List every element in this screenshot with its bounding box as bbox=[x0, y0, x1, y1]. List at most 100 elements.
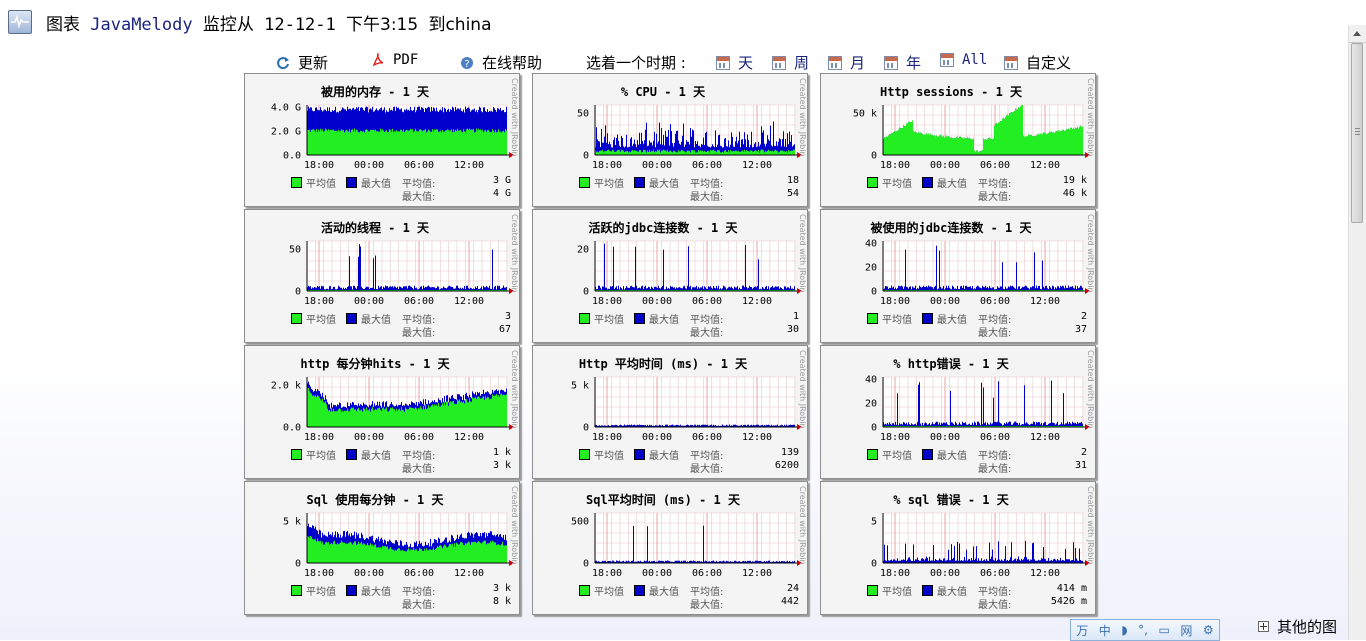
pdf-button[interactable]: PDF bbox=[371, 52, 418, 68]
legend-avg-swatch bbox=[867, 313, 878, 324]
other-charts-link[interactable]: 其他的图 bbox=[1258, 616, 1337, 637]
calendar-icon bbox=[1004, 55, 1018, 70]
series-max bbox=[595, 121, 795, 155]
chart-panel[interactable]: 5 k 0 18:00 00:00 06:00 12:00 Http 平均时间 (ms) -… bbox=[532, 345, 808, 479]
ime-button[interactable]: 万 bbox=[1076, 623, 1089, 638]
legend-avg-label: 平均值 bbox=[306, 587, 336, 598]
chart-plot: 5 k 018:00 00:00 06:00 12:00 bbox=[283, 512, 514, 579]
period-month[interactable]: 月 bbox=[828, 52, 865, 73]
ime-button[interactable]: ◗ bbox=[1121, 623, 1128, 637]
legend-max: 最大值 bbox=[346, 175, 391, 190]
chart-panel[interactable]: 40 20 0 18:00 00:00 06:00 12:00 % http错误 - 1 天 C… bbox=[820, 345, 1096, 479]
legend-avg-swatch bbox=[579, 177, 590, 188]
x-axis-arrow bbox=[797, 288, 802, 294]
chart-title: Sql 使用每分钟 - 1 天 bbox=[306, 493, 444, 507]
legend-max: 最大值 bbox=[634, 311, 679, 326]
legend-avg-label: 平均值 bbox=[882, 587, 912, 598]
y-tick-label: 2.0 G bbox=[271, 127, 301, 138]
period-day[interactable]: 天 bbox=[716, 52, 753, 73]
chart-panel[interactable]: 5 k 0 18:00 00:00 06:00 12:00 Sql 使用每分钟 - 1 天 C… bbox=[244, 481, 520, 615]
chart-panel[interactable]: 50 0 18:00 00:00 06:00 12:00 活动的线程 - 1 天 Create… bbox=[244, 209, 520, 343]
period-week[interactable]: 周 bbox=[772, 52, 809, 73]
x-tick-label: 18:00 bbox=[592, 160, 622, 171]
avg-stat-label: 平均值: bbox=[978, 315, 1012, 326]
avg-stat-label: 平均值: bbox=[690, 451, 724, 462]
chart-panel[interactable]: 40 20 0 18:00 00:00 06:00 12:00 被使用的jdbc连接数 - 1… bbox=[820, 209, 1096, 343]
x-tick-label: 12:00 bbox=[454, 160, 484, 171]
series-max bbox=[883, 245, 1083, 291]
period-all[interactable]: All bbox=[940, 52, 987, 68]
legend-avg-swatch bbox=[579, 449, 590, 460]
legend-max-swatch bbox=[922, 313, 933, 324]
chart-panel[interactable]: 5 0 18:00 00:00 06:00 12:00 % sql 错误 - 1 天 Crea… bbox=[820, 481, 1096, 615]
legend-avg: 平均值 bbox=[867, 583, 912, 598]
x-tick-label: 12:00 bbox=[454, 568, 484, 579]
chart-plot: 50 018:00 00:00 06:00 12:00 bbox=[289, 240, 514, 307]
x-tick-label: 18:00 bbox=[304, 432, 334, 443]
legend-avg: 平均值 bbox=[867, 447, 912, 462]
x-axis-arrow bbox=[509, 288, 514, 294]
chart-panel[interactable]: 500 0 18:00 00:00 06:00 12:00 Sql平均时间 (ms) - 1… bbox=[532, 481, 808, 615]
ime-button[interactable]: 网 bbox=[1180, 623, 1193, 638]
ime-toolbar[interactable]: 万中 ◗ °, ▭ 网 ⚙ bbox=[1070, 619, 1220, 641]
period-year[interactable]: 年 bbox=[884, 52, 921, 73]
max-stat-label: 最大值: bbox=[690, 464, 724, 475]
chart-plot: 5 k 018:00 00:00 06:00 12:00 bbox=[571, 376, 802, 443]
chart-title: 被使用的jdbc连接数 - 1 天 bbox=[870, 221, 1032, 235]
avg-stat-value: 414 m bbox=[1056, 583, 1087, 594]
avg-stat-label: 平均值: bbox=[978, 587, 1012, 598]
period-custom-label: 自定义 bbox=[1026, 54, 1072, 72]
vertical-scrollbar[interactable] bbox=[1348, 25, 1366, 640]
max-stat-label: 最大值: bbox=[402, 464, 436, 475]
scroll-thumb[interactable] bbox=[1351, 43, 1363, 223]
avg-stat-value: 24 bbox=[786, 583, 799, 594]
jrobin-credit: Created with JRobin bbox=[1086, 78, 1095, 157]
chart-plot: 5 018:00 00:00 06:00 12:00 bbox=[871, 512, 1090, 579]
ime-button[interactable]: °, bbox=[1138, 623, 1148, 637]
chart-panel[interactable]: 2.0 k 0.0 18:00 00:00 06:00 12:00 http 每分钟hits… bbox=[244, 345, 520, 479]
scroll-up-arrow[interactable] bbox=[1349, 25, 1366, 43]
jrobin-credit: Created with JRobin bbox=[1086, 486, 1095, 565]
legend-avg: 平均值 bbox=[579, 583, 624, 598]
chart-plot: 500 018:00 00:00 06:00 12:00 bbox=[571, 512, 802, 579]
calendar-icon bbox=[940, 53, 954, 67]
legend-avg-label: 平均值 bbox=[594, 451, 624, 462]
help-button[interactable]: ? 在线帮助 bbox=[460, 52, 542, 73]
legend-max-label: 最大值 bbox=[937, 179, 967, 190]
refresh-label: 更新 bbox=[298, 54, 329, 72]
ime-button[interactable]: ▭ bbox=[1158, 623, 1170, 637]
avg-stat-value: 139 bbox=[780, 447, 799, 458]
ime-button[interactable]: ⚙ bbox=[1202, 623, 1214, 637]
title-date: 12-12-1 bbox=[264, 14, 336, 35]
chart-panel[interactable]: 20 0 18:00 00:00 06:00 12:00 活跃的jdbc连接数 - 1 天 C… bbox=[532, 209, 808, 343]
legend-max-label: 最大值 bbox=[937, 451, 967, 462]
jrobin-credit: Created with JRobin bbox=[798, 486, 807, 565]
period-custom[interactable]: 自定义 bbox=[1004, 52, 1071, 73]
x-axis-arrow bbox=[509, 152, 514, 158]
x-axis-arrow bbox=[509, 424, 514, 430]
refresh-button[interactable]: 更新 bbox=[276, 52, 328, 73]
legend-avg-label: 平均值 bbox=[306, 315, 336, 326]
x-tick-label: 12:00 bbox=[742, 296, 772, 307]
legend-max: 最大值 bbox=[634, 583, 679, 598]
page-title: 图表 JavaMelody 监控从 12-12-1 下午3:15 到china bbox=[46, 10, 492, 35]
y-tick-label: 0 bbox=[583, 287, 589, 298]
chart-panel[interactable]: 50 0 18:00 00:00 06:00 12:00 % CPU - 1 天 Create… bbox=[532, 73, 808, 207]
legend-avg-swatch bbox=[579, 585, 590, 596]
series-avg bbox=[307, 128, 507, 155]
x-axis-arrow bbox=[509, 560, 514, 566]
legend-avg-label: 平均值 bbox=[882, 451, 912, 462]
max-stat-label: 最大值: bbox=[978, 464, 1012, 475]
chart-panel[interactable]: 50 k 0 18:00 00:00 06:00 12:00 Http sessions -… bbox=[820, 73, 1096, 207]
max-stat-label: 最大值: bbox=[978, 600, 1012, 611]
avg-stat-value: 3 G bbox=[492, 175, 511, 186]
jrobin-credit: Created with JRobin bbox=[1086, 214, 1095, 293]
ime-button[interactable]: 中 bbox=[1098, 623, 1111, 638]
x-axis-arrow bbox=[1085, 152, 1090, 158]
x-axis-arrow bbox=[1085, 288, 1090, 294]
chart-panel[interactable]: 4.0 G 2.0 G 0.0 18:00 00:00 06:00 12:00 被用的内存 -… bbox=[244, 73, 520, 207]
legend-max-swatch bbox=[922, 585, 933, 596]
max-stat-label: 最大值: bbox=[402, 600, 436, 611]
y-tick-label: 5 bbox=[871, 517, 877, 528]
x-tick-label: 18:00 bbox=[880, 296, 910, 307]
